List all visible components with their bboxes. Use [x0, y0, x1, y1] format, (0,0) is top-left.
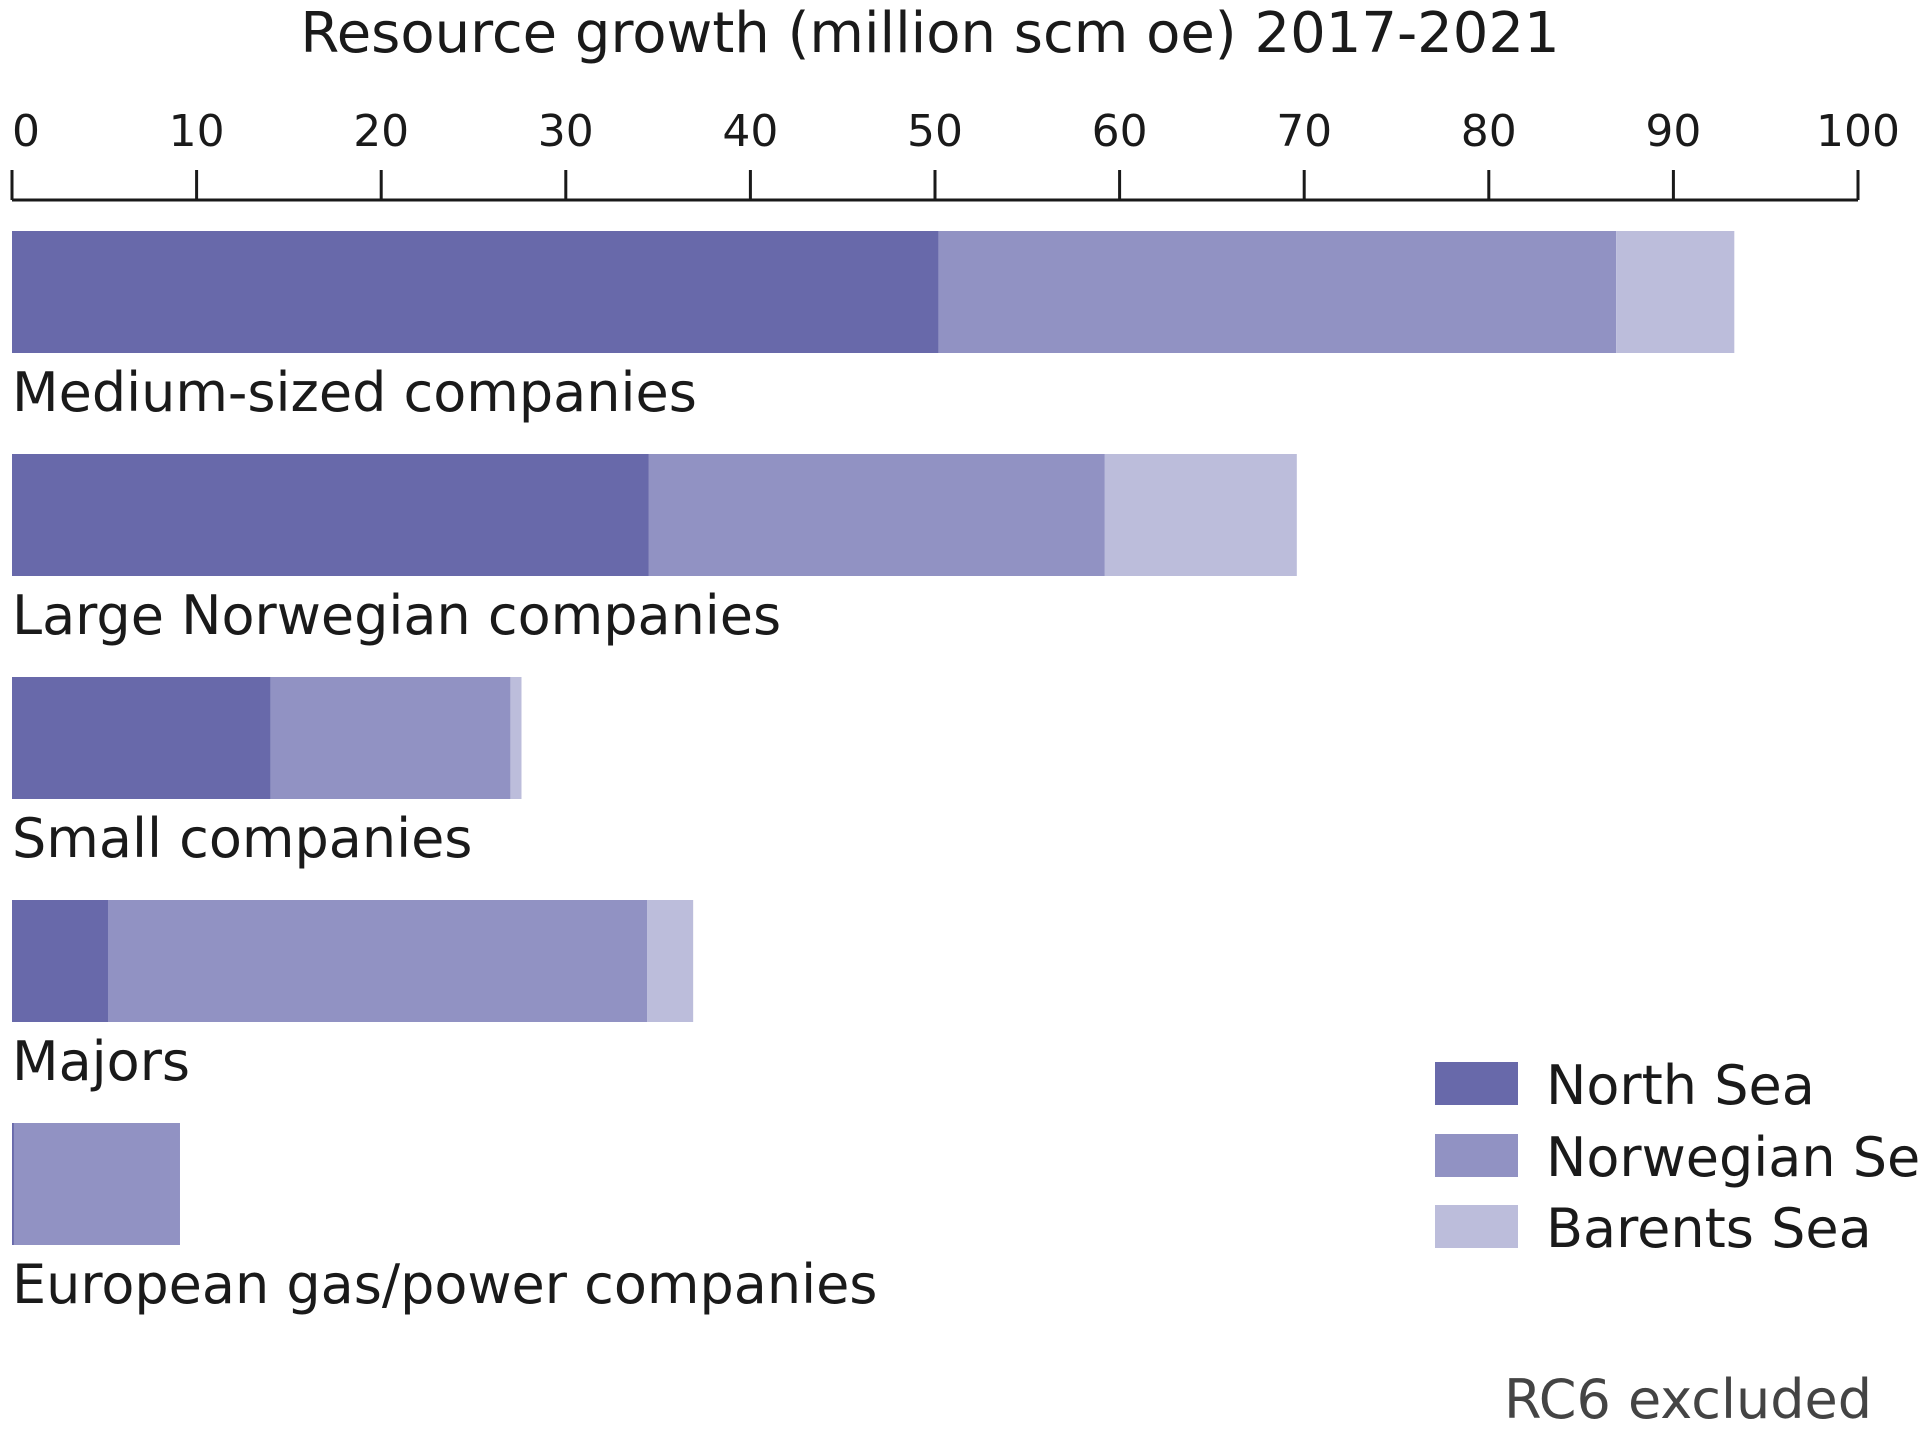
- bar-medium-sized-companies-north-sea: [12, 231, 939, 353]
- bar-large-norwegian-companies-norwegian-sea: [648, 454, 1105, 576]
- category-label-european-gas-power-companies: European gas/power companies: [12, 1253, 877, 1316]
- legend-swatch-norwegian-sea: [1435, 1134, 1518, 1177]
- x-tick-label-30: 30: [538, 106, 594, 157]
- category-label-majors: Majors: [12, 1030, 190, 1093]
- bar-small-companies-north-sea: [12, 677, 271, 799]
- bar-european-gas-power-companies-north-sea: [12, 1123, 14, 1245]
- x-axis: 0 10 20 30 40 50 60 70 80 90 100: [10, 106, 1900, 202]
- bar-majors-north-sea: [12, 900, 108, 1022]
- legend-swatch-north-sea: [1435, 1062, 1518, 1105]
- bar-large-norwegian-companies-barents-sea: [1104, 454, 1297, 576]
- x-tick-label-90: 90: [1645, 106, 1701, 157]
- bar-medium-sized-companies-norwegian-sea: [938, 231, 1617, 353]
- x-tick-label-80: 80: [1461, 106, 1517, 157]
- bar-european-gas-power-companies-norwegian-sea: [13, 1123, 180, 1245]
- legend-label-barents-sea: Barents Sea: [1546, 1197, 1872, 1260]
- bar-medium-sized-companies-barents-sea: [1616, 231, 1735, 353]
- x-tick-label-20: 20: [353, 106, 409, 157]
- x-tick-label-40: 40: [722, 106, 778, 157]
- x-tick-label-70: 70: [1276, 106, 1332, 157]
- chart-note: RC6 excluded: [1504, 1368, 1872, 1431]
- bar-large-norwegian-companies-north-sea: [12, 454, 649, 576]
- x-tick-label-50: 50: [907, 106, 963, 157]
- legend-swatch-barents-sea: [1435, 1205, 1518, 1248]
- legend-label-north-sea: North Sea: [1546, 1054, 1815, 1117]
- chart-title: Resource growth (million scm oe) 2017-20…: [300, 1, 1559, 66]
- x-tick-label-60: 60: [1092, 106, 1148, 157]
- bar-majors-barents-sea: [647, 900, 694, 1022]
- bar-small-companies-barents-sea: [510, 677, 522, 799]
- bar-majors-norwegian-sea: [107, 900, 648, 1022]
- bar-small-companies-norwegian-sea: [270, 677, 511, 799]
- legend-label-norwegian-sea: Norwegian Sea: [1546, 1126, 1920, 1189]
- category-label-small-companies: Small companies: [12, 807, 472, 870]
- category-label-large-norwegian-companies: Large Norwegian companies: [12, 584, 781, 647]
- x-tick-label-0: 0: [12, 106, 40, 157]
- legend: North Sea Norwegian Sea Barents Sea: [1435, 1054, 1920, 1260]
- category-labels: Medium-sized companies Large Norwegian co…: [12, 361, 877, 1316]
- x-tick-label-10: 10: [169, 106, 225, 157]
- x-tick-label-100: 100: [1816, 106, 1900, 157]
- category-label-medium-sized-companies: Medium-sized companies: [12, 361, 697, 424]
- bars: [12, 231, 1735, 1245]
